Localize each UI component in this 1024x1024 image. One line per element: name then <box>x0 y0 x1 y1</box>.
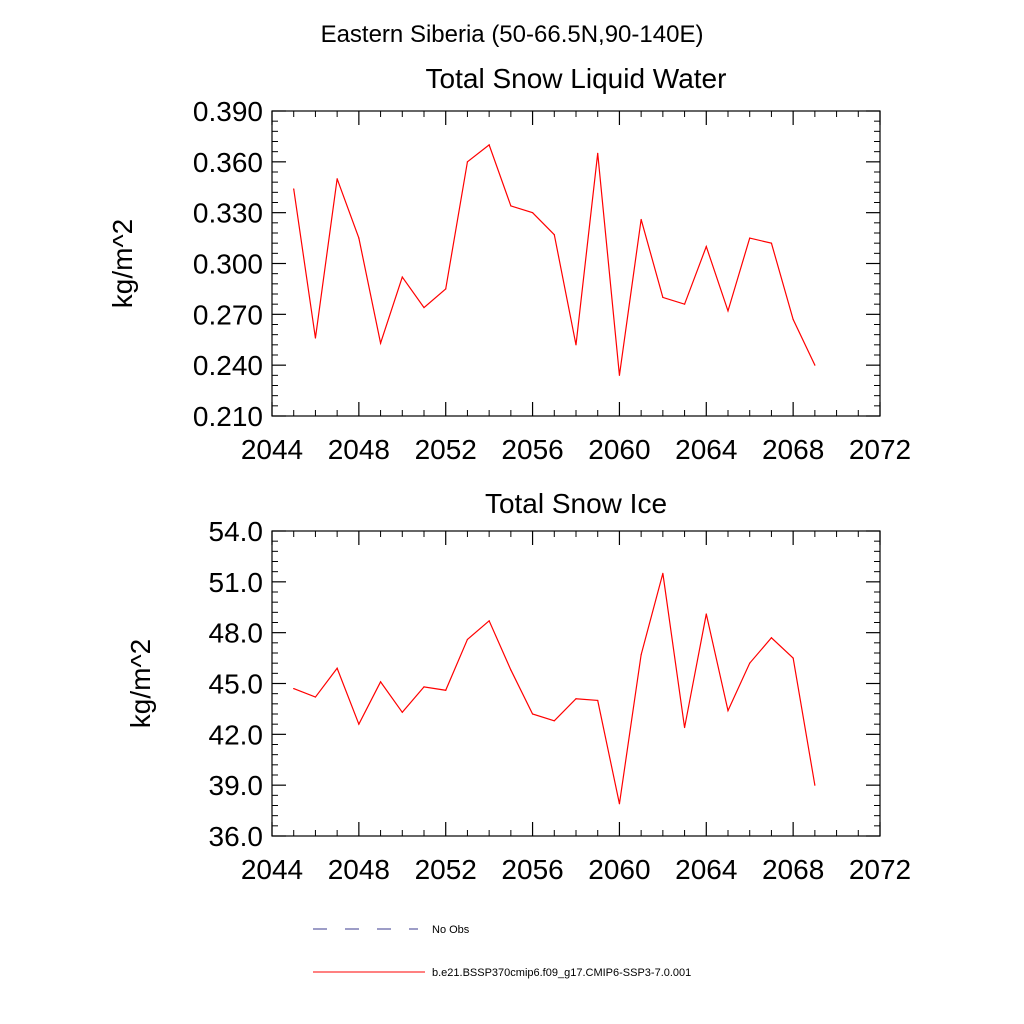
y-tick-label: 0.270 <box>193 299 263 330</box>
x-tick-label: 2052 <box>415 854 477 885</box>
data-point <box>814 784 816 786</box>
x-tick-label: 2044 <box>241 854 303 885</box>
y-tick-label: 54.0 <box>209 516 264 547</box>
y-tick-label: 48.0 <box>209 618 264 649</box>
data-point <box>792 318 794 321</box>
data-point <box>531 212 534 214</box>
data-point <box>423 686 425 688</box>
data-point <box>662 572 664 574</box>
data-point <box>358 723 360 725</box>
data-point <box>293 188 295 190</box>
data-point <box>488 620 490 622</box>
x-tick-label: 2060 <box>588 434 650 465</box>
data-point <box>314 696 317 698</box>
data-point <box>336 178 338 180</box>
plot-frame <box>271 110 881 417</box>
chart-panels: Total Snow Liquid Water kg/m^2 2044 2048 205… <box>107 63 911 885</box>
data-point <box>662 296 664 298</box>
series-line-1 <box>293 143 816 376</box>
x-tick-label: 2064 <box>675 434 737 465</box>
y-tick-label: 0.330 <box>193 198 263 229</box>
chart-title: Total Snow Liquid Water <box>426 63 727 94</box>
x-tick-label: 2048 <box>328 434 390 465</box>
data-point <box>727 310 729 312</box>
data-point <box>749 662 751 664</box>
data-point <box>401 276 403 278</box>
chart-panel-1: Total Snow Liquid Water kg/m^2 2044 2048 205… <box>107 63 911 465</box>
data-point <box>553 720 555 722</box>
data-point <box>314 337 317 339</box>
y-axis-label: kg/m^2 <box>107 219 138 308</box>
figure-title: Eastern Siberia (50-66.5N,90-140E) <box>321 21 704 48</box>
data-point <box>575 698 577 700</box>
legend: No Obs b.e21.BSSP370cmip6.f09_g17.CMIP6-S… <box>313 924 691 979</box>
data-point <box>618 374 621 376</box>
data-point <box>618 803 621 805</box>
series-line-1 <box>293 573 816 804</box>
data-point <box>466 161 469 163</box>
legend-label-2: b.e21.BSSP370cmip6.f09_g17.CMIP6-SSP3-7.… <box>432 967 691 979</box>
data-point <box>683 303 686 305</box>
data-point <box>510 669 512 671</box>
y-tick-label: 0.210 <box>193 401 263 432</box>
data-point <box>445 689 447 691</box>
x-tick-label: 2068 <box>762 434 824 465</box>
data-point <box>510 205 512 207</box>
data-point <box>597 699 599 702</box>
x-tick-label: 2068 <box>762 854 824 885</box>
data-point <box>401 711 403 713</box>
x-tick-label: 2048 <box>328 854 390 885</box>
data-point <box>792 657 794 659</box>
data-point <box>379 342 382 344</box>
y-tick-label: 42.0 <box>209 719 264 750</box>
data-point <box>683 726 686 729</box>
data-point <box>640 218 642 221</box>
data-point <box>770 637 773 639</box>
y-tick-label: 0.300 <box>193 249 263 280</box>
data-point <box>293 687 295 690</box>
x-tick-label: 2072 <box>849 434 911 465</box>
data-point <box>553 234 555 236</box>
data-point <box>575 344 577 346</box>
data-point <box>423 306 425 309</box>
data-point <box>358 237 360 239</box>
data-point <box>814 364 816 366</box>
y-tick-label: 36.0 <box>209 821 264 852</box>
y-tick-label: 0.390 <box>193 96 263 127</box>
x-tick-label: 2056 <box>501 854 563 885</box>
data-point <box>336 667 338 669</box>
y-axis-label: kg/m^2 <box>125 639 156 728</box>
data-point <box>727 710 729 712</box>
data-point <box>445 288 447 290</box>
plot-frame <box>271 530 881 837</box>
chart-title: Total Snow Ice <box>485 488 667 519</box>
data-point <box>466 638 469 641</box>
data-point <box>705 613 707 615</box>
data-point <box>640 654 642 656</box>
y-tick-label: 45.0 <box>209 669 264 700</box>
data-point <box>531 713 534 715</box>
legend-label-1: No Obs <box>432 924 470 936</box>
data-point <box>488 144 490 146</box>
x-tick-label: 2052 <box>415 434 477 465</box>
x-tick-label: 2064 <box>675 854 737 885</box>
y-tick-label: 39.0 <box>209 770 264 801</box>
chart-panel-2: Total Snow Ice kg/m^2 2044 2048 2052 2056 2060… <box>125 488 911 885</box>
y-tick-label: 0.240 <box>193 350 263 381</box>
x-tick-label: 2072 <box>849 854 911 885</box>
data-point <box>770 242 773 244</box>
x-tick-label: 2056 <box>501 434 563 465</box>
y-tick-label: 51.0 <box>209 567 264 598</box>
data-point <box>749 237 751 239</box>
data-point <box>379 681 382 683</box>
x-tick-label: 2044 <box>241 434 303 465</box>
y-tick-label: 0.360 <box>193 147 263 178</box>
data-point <box>705 245 707 248</box>
data-point <box>597 152 599 154</box>
x-tick-label: 2060 <box>588 854 650 885</box>
